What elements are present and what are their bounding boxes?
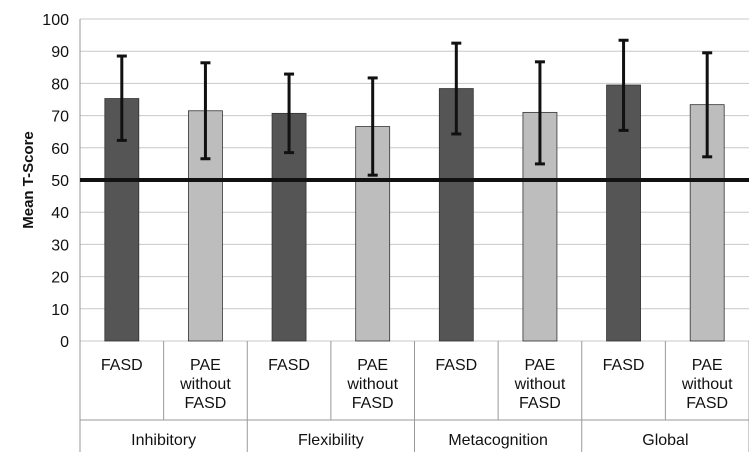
x-category-label-line: FASD bbox=[352, 395, 394, 412]
x-category-labels: FASD PAE without FASD FASD PAE without FASD FASD… bbox=[101, 357, 733, 412]
y-tick-labels: 0 10 20 30 40 50 60 70 80 90 100 bbox=[42, 12, 69, 351]
x-category-label-line: without bbox=[179, 376, 231, 393]
x-category-label: FASD bbox=[268, 357, 310, 374]
x-category-label-line: PAE bbox=[525, 357, 556, 374]
y-tick-label: 0 bbox=[60, 334, 69, 351]
x-category-label-line: FASD bbox=[101, 357, 143, 374]
x-category-label: PAE without FASD bbox=[681, 357, 733, 412]
x-category-label: FASD bbox=[101, 357, 143, 374]
x-group-label: Metacognition bbox=[448, 432, 548, 449]
y-tick-label: 20 bbox=[51, 270, 69, 287]
x-category-label: PAE without FASD bbox=[179, 357, 231, 412]
x-category-label-line: FASD bbox=[519, 395, 561, 412]
bars bbox=[104, 84, 725, 342]
y-tick-label: 70 bbox=[51, 109, 69, 126]
x-category-label-line: PAE bbox=[692, 357, 723, 374]
y-tick-label: 10 bbox=[51, 302, 69, 319]
x-category-label: PAE without FASD bbox=[514, 357, 566, 412]
y-axis-label: Mean T-Score bbox=[20, 131, 37, 229]
x-group-label: Inhibitory bbox=[131, 432, 196, 449]
x-category-label-line: PAE bbox=[357, 357, 388, 374]
x-category-label: PAE without FASD bbox=[346, 357, 398, 412]
x-category-label-line: PAE bbox=[190, 357, 221, 374]
y-tick-label: 40 bbox=[51, 205, 69, 222]
y-tick-label: 30 bbox=[51, 237, 69, 254]
x-category-label-line: without bbox=[346, 376, 398, 393]
y-tick-label: 90 bbox=[51, 44, 69, 61]
x-group-labels: Inhibitory Flexibility Metacognition Global bbox=[131, 432, 688, 449]
x-category-label-line: without bbox=[681, 376, 733, 393]
error-bars bbox=[116, 38, 713, 177]
y-tick-label: 80 bbox=[51, 76, 69, 93]
x-category-label: FASD bbox=[435, 357, 477, 374]
bar-inhibitory-fasd bbox=[104, 98, 140, 342]
x-category-label-line: without bbox=[514, 376, 566, 393]
x-category-label-line: FASD bbox=[268, 357, 310, 374]
x-category-label-line: FASD bbox=[603, 357, 645, 374]
y-tick-label: 60 bbox=[51, 141, 69, 158]
y-tick-label: 50 bbox=[51, 173, 69, 190]
x-category-label: FASD bbox=[603, 357, 645, 374]
y-tick-label: 100 bbox=[42, 12, 69, 29]
x-category-label-line: FASD bbox=[435, 357, 477, 374]
x-group-label: Flexibility bbox=[298, 432, 364, 449]
x-category-label-line: FASD bbox=[185, 395, 227, 412]
x-group-label: Global bbox=[642, 432, 688, 449]
x-category-label-line: FASD bbox=[686, 395, 728, 412]
